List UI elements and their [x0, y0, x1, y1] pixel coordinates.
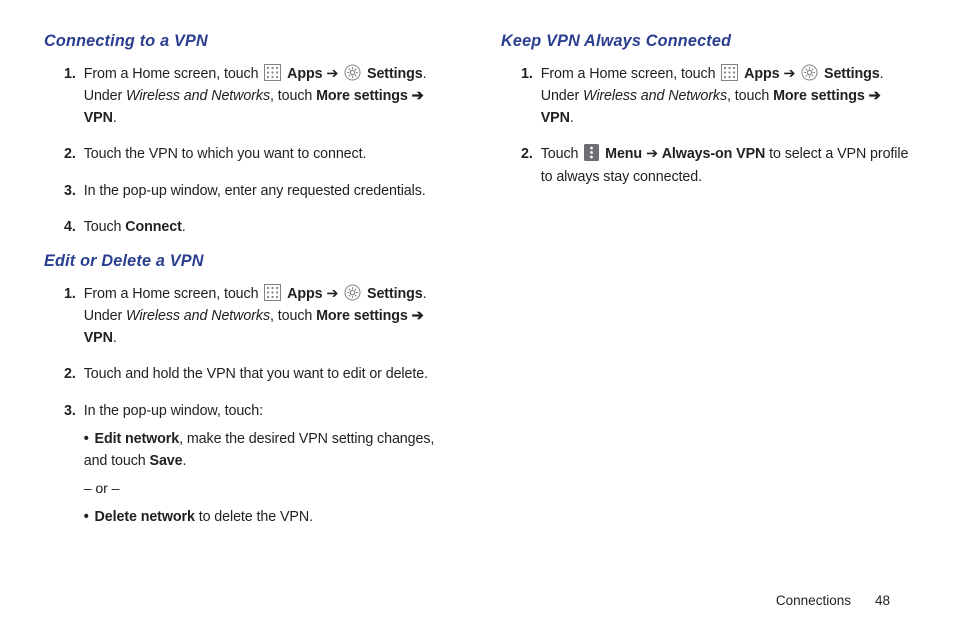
right-column: Keep VPN Always Connected 1. From a Home…: [501, 32, 910, 546]
step-number: 3.: [44, 400, 84, 533]
step-body: From a Home screen, touch Apps ➔ Setting…: [84, 283, 453, 349]
or-separator: – or –: [84, 478, 453, 500]
page-footer: Connections 48: [776, 593, 890, 608]
settings-label: Settings: [824, 66, 880, 82]
heading-edit-delete-vpn: Edit or Delete a VPN: [44, 252, 453, 271]
step-body: In the pop-up window, touch: • Edit netw…: [84, 400, 453, 533]
heading-keep-vpn-connected: Keep VPN Always Connected: [501, 32, 910, 51]
sub-bullet: • Edit network, make the desired VPN set…: [84, 428, 453, 472]
apps-label: Apps: [744, 66, 779, 82]
step-body: Touch the VPN to which you want to conne…: [84, 143, 453, 165]
footer-page-number: 48: [875, 593, 890, 608]
footer-section-label: Connections: [776, 593, 851, 608]
step-number: 4.: [44, 216, 84, 238]
step-body: In the pop-up window, enter any requeste…: [84, 180, 453, 202]
heading-connecting-vpn: Connecting to a VPN: [44, 32, 453, 51]
menu-label: Menu: [605, 146, 642, 162]
step-number: 1.: [44, 63, 84, 129]
apps-label: Apps: [287, 286, 322, 302]
settings-label: Settings: [367, 286, 423, 302]
step-body: Touch Connect.: [84, 216, 453, 238]
sub-bullet: • Delete network to delete the VPN.: [84, 506, 453, 528]
step-number: 2.: [44, 143, 84, 165]
step-item: 2. Touch and hold the VPN that you want …: [44, 363, 453, 385]
apps-icon: [264, 284, 281, 301]
step-number: 1.: [44, 283, 84, 349]
step-item: 3. In the pop-up window, enter any reque…: [44, 180, 453, 202]
step-body: From a Home screen, touch Apps ➔ Setting…: [84, 63, 453, 129]
step-number: 3.: [44, 180, 84, 202]
step-item: 1. From a Home screen, touch Apps ➔ Sett…: [501, 63, 910, 129]
step-item: 1. From a Home screen, touch Apps ➔ Sett…: [44, 63, 453, 129]
step-item: 2. Touch Menu ➔ Always-on VPN to select …: [501, 143, 910, 187]
apps-label: Apps: [287, 66, 322, 82]
step-number: 1.: [501, 63, 541, 129]
step-number: 2.: [44, 363, 84, 385]
document-page: Connecting to a VPN 1. From a Home scree…: [0, 0, 954, 546]
step-item: 3. In the pop-up window, touch: • Edit n…: [44, 400, 453, 533]
step-item: 1. From a Home screen, touch Apps ➔ Sett…: [44, 283, 453, 349]
step-body: Touch and hold the VPN that you want to …: [84, 363, 453, 385]
apps-icon: [721, 64, 738, 81]
settings-label: Settings: [367, 66, 423, 82]
settings-icon: [344, 284, 361, 301]
step-body: Touch Menu ➔ Always-on VPN to select a V…: [541, 143, 910, 187]
step-number: 2.: [501, 143, 541, 187]
step-item: 4. Touch Connect.: [44, 216, 453, 238]
settings-icon: [344, 64, 361, 81]
menu-icon: [584, 144, 599, 161]
step-body: From a Home screen, touch Apps ➔ Setting…: [541, 63, 910, 129]
apps-icon: [264, 64, 281, 81]
settings-icon: [801, 64, 818, 81]
step-item: 2. Touch the VPN to which you want to co…: [44, 143, 453, 165]
left-column: Connecting to a VPN 1. From a Home scree…: [44, 32, 453, 546]
